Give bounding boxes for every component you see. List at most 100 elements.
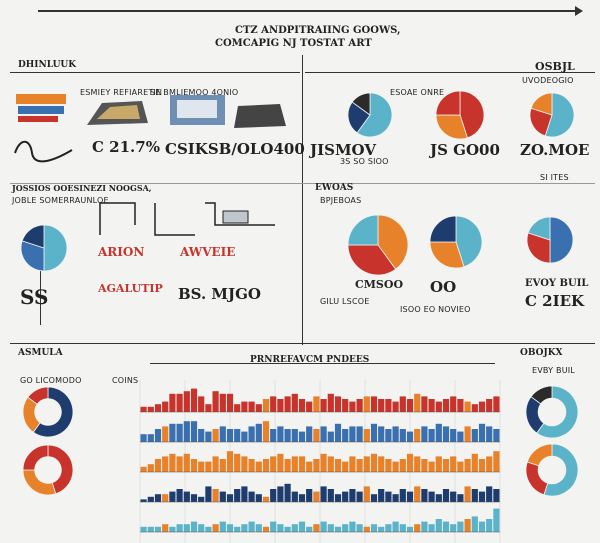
- bar-s2-32: [370, 453, 378, 472]
- bar-s4-18: [270, 521, 277, 532]
- pie-slice-5-0: [455, 215, 483, 268]
- tr-heading: OSBJL: [535, 60, 575, 73]
- bar-s3-44: [457, 494, 464, 502]
- bar-s4-31: [363, 526, 370, 532]
- bar-s2-10: [212, 456, 219, 472]
- bar-s4-46: [471, 516, 478, 532]
- bar-s4-8: [198, 524, 205, 532]
- bar-s3-23: [306, 489, 313, 502]
- tr-big1: JISMOV: [310, 141, 376, 159]
- bar-s3-41: [435, 494, 442, 502]
- device-illustration-3: [170, 95, 225, 125]
- bar-s0-26: [327, 393, 334, 412]
- device-illustration-4: [234, 104, 286, 128]
- bar-s0-23: [306, 401, 313, 412]
- mr-big4: C 2IEK: [525, 292, 585, 310]
- bar-s3-5: [176, 489, 183, 502]
- bar-s4-5: [176, 524, 183, 532]
- bar-s3-35: [392, 494, 399, 502]
- bar-s3-39: [421, 489, 428, 502]
- bar-s3-29: [349, 489, 356, 502]
- bar-s0-9: [205, 404, 212, 412]
- bar-s2-5: [176, 456, 183, 472]
- bar-s1-35: [392, 426, 399, 442]
- bar-s0-33: [378, 399, 385, 412]
- bar-s4-41: [435, 519, 442, 532]
- bar-s1-17: [262, 421, 270, 442]
- bottom-left-heading: ASMULA: [18, 348, 63, 358]
- bar-s2-6: [183, 453, 190, 472]
- tl-big-value: C 21.7%: [92, 138, 160, 156]
- bar-s3-0: [140, 499, 147, 502]
- tl-heading: DHINLUUK: [18, 60, 77, 70]
- bar-s2-44: [457, 461, 464, 472]
- poster-title-line1: CTZ ANDPITRAIING GOOWS,: [235, 25, 401, 36]
- divider-top-right: [305, 72, 595, 73]
- pie-slice-5-2: [429, 215, 457, 243]
- bar-s1-36: [399, 429, 406, 442]
- mr-big2: OO: [430, 278, 457, 296]
- bar-s2-14: [241, 456, 248, 472]
- bar-s3-15: [248, 491, 255, 502]
- bar-s1-27: [334, 423, 342, 442]
- bar-s1-47: [478, 423, 486, 442]
- bar-s2-47: [478, 459, 486, 472]
- bar-s1-28: [342, 429, 349, 442]
- bar-s2-16: [255, 461, 262, 472]
- donut-hole-7: [34, 398, 62, 426]
- bottom-center-heading: PRNREFAVCM PNDEES: [250, 355, 370, 365]
- bar-s4-36: [399, 524, 406, 532]
- bar-s2-49: [493, 451, 500, 472]
- donut-hole-8: [537, 397, 567, 427]
- center-underline: [150, 363, 495, 364]
- bar-s1-31: [363, 429, 370, 442]
- bar-s3-31: [363, 486, 370, 502]
- bar-s3-42: [442, 489, 450, 502]
- bar-s3-21: [291, 491, 298, 502]
- bar-s1-32: [370, 423, 378, 442]
- bottom-right-sub: EVBY BUIL: [532, 366, 575, 375]
- bar-s1-24: [313, 429, 320, 442]
- bar-s0-31: [363, 396, 370, 412]
- pie-slice-2-0: [544, 92, 575, 138]
- bar-s1-33: [378, 426, 385, 442]
- bar-s1-5: [176, 423, 183, 442]
- bar-s1-10: [212, 429, 219, 442]
- bar-s3-4: [169, 491, 176, 502]
- bar-s1-12: [226, 429, 234, 442]
- bar-s2-36: [399, 459, 406, 472]
- main-bar-chart: [139, 380, 501, 543]
- bar-s3-3: [162, 494, 169, 502]
- bar-s4-14: [241, 524, 248, 532]
- mr-small1: GILU LSCOE: [320, 297, 370, 306]
- ml-big1: ARION: [98, 245, 145, 259]
- pie-slice-1-2: [435, 90, 461, 116]
- donut-hole-10: [537, 455, 567, 485]
- bar-s1-16: [255, 423, 262, 442]
- tr-big3: ZO.MOE: [520, 141, 590, 159]
- bar-s0-44: [457, 399, 464, 412]
- pie-slice-3-1: [20, 240, 45, 272]
- divider-left-col: [40, 270, 41, 325]
- bar-s0-47: [478, 401, 486, 412]
- bar-s0-4: [169, 393, 176, 412]
- bar-s0-32: [370, 396, 378, 412]
- bar-s0-30: [356, 399, 363, 412]
- bar-s0-12: [226, 393, 234, 412]
- pie-slice-4-0: [377, 214, 409, 270]
- bar-s4-34: [385, 524, 392, 532]
- bar-s0-14: [241, 401, 248, 412]
- bar-s1-11: [219, 426, 226, 442]
- bar-s3-48: [486, 486, 493, 502]
- handwritten-scribble-tl: [14, 140, 73, 163]
- bar-s2-9: [205, 461, 212, 472]
- bar-s0-24: [313, 396, 320, 412]
- pie-slice-4-2: [347, 214, 379, 246]
- bar-s3-38: [414, 486, 421, 502]
- bar-s0-27: [334, 396, 342, 412]
- bar-s0-49: [493, 396, 500, 412]
- bar-s3-22: [298, 494, 306, 502]
- bar-s4-22: [298, 521, 306, 532]
- pie-slice-3-2: [21, 224, 45, 249]
- bar-s3-26: [327, 489, 334, 502]
